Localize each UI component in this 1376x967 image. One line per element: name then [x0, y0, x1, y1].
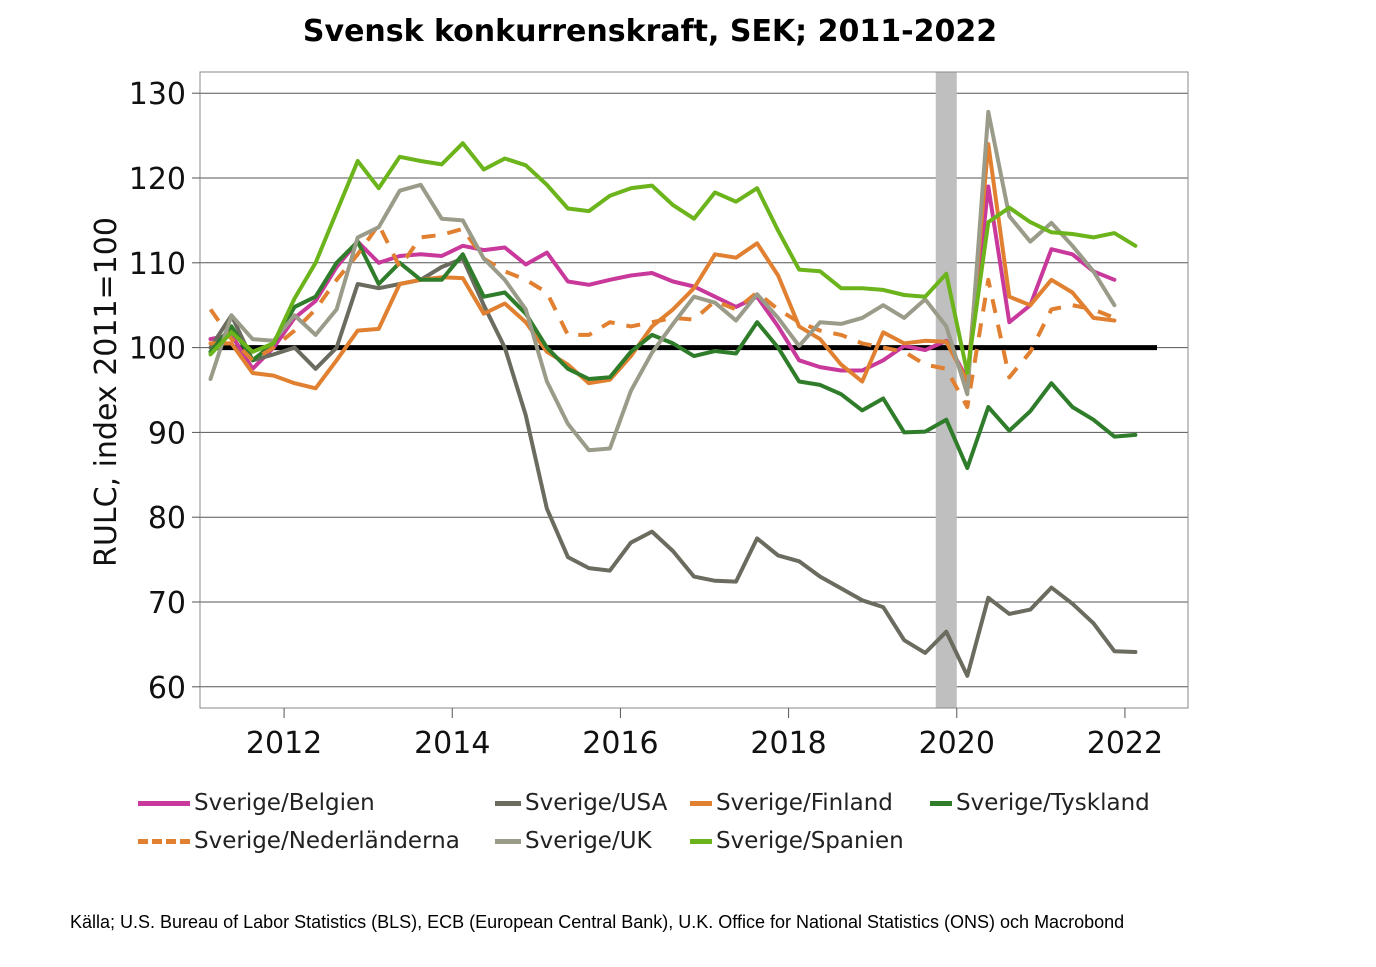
- y-tick-label: 100: [129, 332, 186, 367]
- series-line-1: [208, 256, 1138, 678]
- series-line-4: [208, 222, 1116, 409]
- plot-frame: [199, 71, 1189, 709]
- y-tick-label: 80: [148, 501, 186, 536]
- series-line-5: [208, 109, 1117, 453]
- y-tick-label: 110: [129, 247, 186, 282]
- y-tick-label: 70: [148, 586, 186, 621]
- y-tick-label: 130: [129, 77, 186, 112]
- shaded-period: [935, 72, 957, 708]
- source-note: Källa; U.S. Bureau of Labor Statistics (…: [70, 912, 1125, 932]
- series-line-3: [208, 239, 1138, 470]
- gridlines: [200, 92, 1188, 688]
- legend-item-finland: Sverige/Finland: [690, 790, 930, 816]
- y-tick-label: 90: [148, 416, 186, 451]
- legend-item-tyskland: Sverige/Tyskland: [930, 790, 1150, 816]
- legend-item-spanien: Sverige/Spanien: [690, 828, 904, 854]
- x-tick-label: 2018: [750, 726, 826, 761]
- legend-label-spanien: Sverige/Spanien: [716, 828, 904, 854]
- legend-swatch-nederlanderna: [138, 838, 190, 844]
- legend-swatch-spanien: [690, 838, 712, 844]
- legend-label-finland: Sverige/Finland: [716, 790, 893, 816]
- legend-item-uk: Sverige/UK: [495, 828, 690, 854]
- legend-item-nederlanderna: Sverige/Nederländerna: [138, 828, 495, 854]
- x-tick-label: 2012: [246, 726, 322, 761]
- legend-label-nederlanderna: Sverige/Nederländerna: [194, 828, 460, 854]
- legend-item-belgien: Sverige/Belgien: [138, 790, 495, 816]
- axes: 60 70 80 90 100 110 120 130 2012 2014 2016 2018 2020…: [129, 71, 1189, 761]
- series-line-6: [208, 141, 1138, 375]
- legend-label-uk: Sverige/UK: [525, 828, 652, 854]
- legend-item-usa: Sverige/USA: [495, 790, 690, 816]
- legend-swatch-tyskland: [930, 800, 952, 806]
- legend-row-1: Sverige/Belgien Sverige/USA Sverige/Finl…: [138, 784, 1338, 822]
- legend-label-usa: Sverige/USA: [525, 790, 668, 816]
- x-tick-label: 2020: [919, 726, 995, 761]
- legend-label-belgien: Sverige/Belgien: [194, 790, 375, 816]
- legend-row-2: Sverige/Nederländerna Sverige/UK Sverige…: [138, 822, 1338, 860]
- legend-swatch-finland: [690, 800, 712, 806]
- series-line-2: [208, 142, 1117, 391]
- legend: Sverige/Belgien Sverige/USA Sverige/Finl…: [138, 784, 1338, 860]
- legend-label-tyskland: Sverige/Tyskland: [956, 790, 1150, 816]
- x-tick-label: 2016: [582, 726, 658, 761]
- series-lines: [208, 109, 1138, 678]
- y-axis-label: RULC, index 2011=100: [89, 217, 124, 567]
- legend-swatch-uk: [495, 838, 521, 844]
- y-tick-label: 60: [148, 671, 186, 706]
- shaded-band: [935, 72, 957, 708]
- y-tick-label: 120: [129, 162, 186, 197]
- legend-swatch-belgien: [138, 800, 190, 806]
- chart-title: Svensk konkurrenskraft, SEK; 2011-2022: [302, 14, 998, 49]
- legend-swatch-usa: [495, 800, 521, 806]
- x-tick-label: 2014: [414, 726, 490, 761]
- x-tick-label: 2022: [1087, 726, 1163, 761]
